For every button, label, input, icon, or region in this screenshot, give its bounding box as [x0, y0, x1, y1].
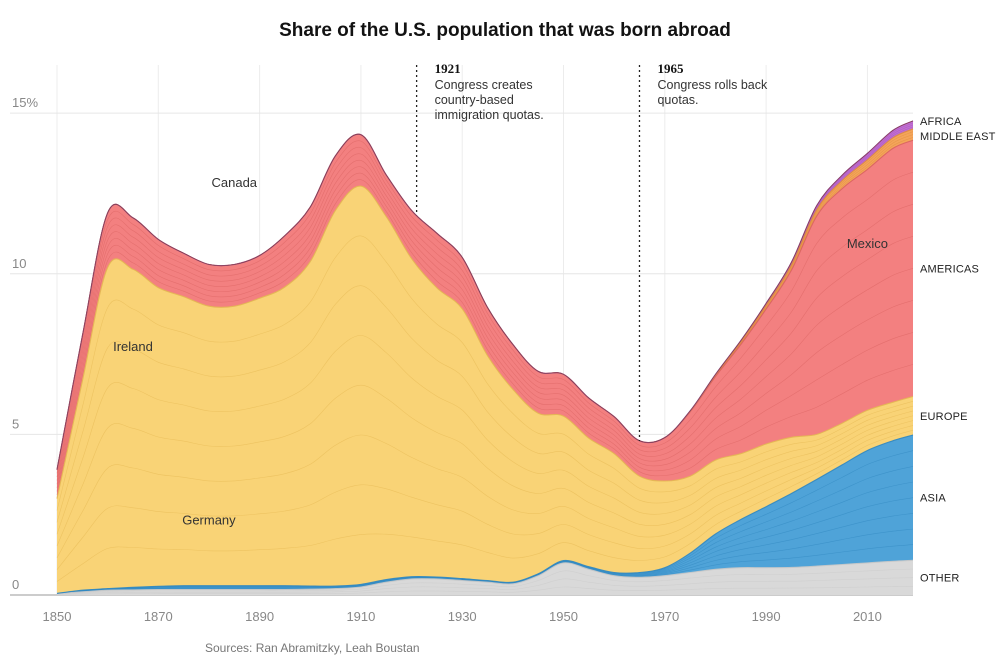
country-line — [56, 159, 914, 485]
country-line — [56, 285, 914, 523]
band-edge — [56, 185, 914, 499]
country-line — [56, 179, 914, 496]
country-line — [56, 335, 914, 535]
stacked-areas — [57, 120, 913, 595]
region-label-europe: EUROPE — [920, 411, 968, 423]
country-line — [56, 384, 914, 547]
region-label-middle-east: MIDDLE EAST — [920, 131, 996, 143]
country-line — [56, 153, 914, 481]
labels: AFRICA MIDDLE EAST AMERICAS EUROPE ASIA OTHER… — [113, 116, 996, 585]
country-line — [56, 586, 914, 595]
chart-title: Share of the U.S. population that was bo… — [279, 20, 731, 41]
x-tick-label: 1970 — [650, 609, 679, 624]
annotation-text-1965: Congress rolls back — [657, 78, 768, 92]
x-tick-label: 1930 — [448, 609, 477, 624]
country-line — [56, 420, 914, 559]
axes: 1850 1870 1890 1910 1930 1950 1970 1990 2010 0 5 10… — [12, 95, 882, 624]
country-line — [56, 146, 914, 478]
country-line — [56, 577, 914, 595]
annotation-text-1921: immigration quotas. — [435, 108, 544, 122]
area-other — [57, 560, 913, 595]
country-line — [56, 235, 914, 511]
x-tick-label: 1950 — [549, 609, 578, 624]
country-line — [56, 166, 914, 488]
country-line — [56, 429, 914, 582]
x-tick-label: 1890 — [245, 609, 274, 624]
inline-label-germany: Germany — [182, 512, 236, 527]
annotation-year-1921: 1921 — [435, 61, 461, 76]
y-tick-label: 15% — [12, 95, 38, 110]
area-asia — [57, 435, 913, 594]
annotation-text-1965: quotas. — [657, 93, 698, 107]
x-tick-label: 1990 — [752, 609, 781, 624]
inline-label-ireland: Ireland — [113, 339, 153, 354]
inline-label-mexico: Mexico — [847, 236, 888, 251]
y-tick-label: 10 — [12, 256, 26, 271]
y-tick-label: 5 — [12, 416, 19, 431]
annotation-text-1921: country-based — [435, 93, 514, 107]
country-detail-lines — [56, 120, 914, 595]
annotation-text-1921: Congress creates — [435, 78, 533, 92]
annotations: 1921 Congress createscountry-basedimmigra… — [415, 61, 768, 441]
area-europe — [57, 186, 913, 594]
country-line — [56, 568, 914, 595]
source-note: Sources: Ran Abramitzky, Leah Boustan — [205, 641, 420, 655]
x-tick-label: 2010 — [853, 609, 882, 624]
region-label-asia: ASIA — [920, 493, 946, 505]
band-edge — [56, 434, 914, 594]
country-line — [56, 425, 914, 570]
x-tick-label: 1910 — [346, 609, 375, 624]
x-tick-label: 1870 — [144, 609, 173, 624]
region-label-americas: AMERICAS — [920, 263, 979, 275]
x-tick-label: 1850 — [43, 609, 72, 624]
annotation-year-1965: 1965 — [657, 61, 684, 76]
band-edge — [56, 559, 914, 594]
area-americas — [57, 134, 913, 499]
inline-label-canada: Canada — [212, 175, 258, 190]
region-label-other: OTHER — [920, 573, 960, 585]
total-outline — [56, 120, 914, 470]
region-label-africa: AFRICA — [920, 116, 962, 128]
country-line — [56, 140, 914, 474]
country-line — [56, 172, 914, 492]
y-tick-label: 0 — [12, 577, 19, 592]
